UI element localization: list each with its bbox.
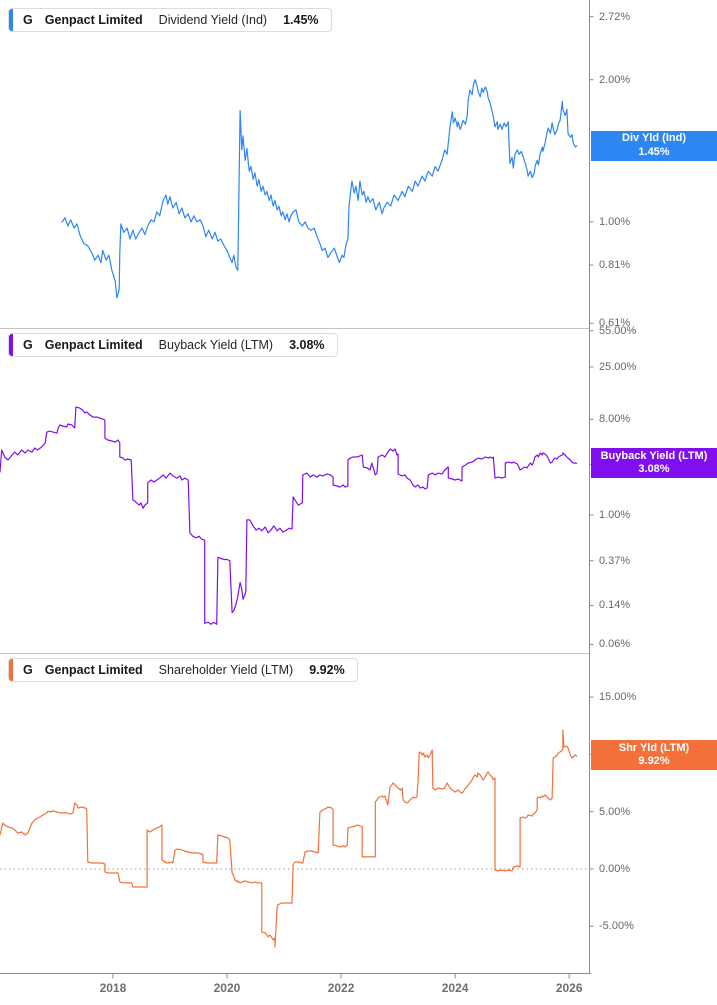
company-name: Genpact Limited xyxy=(44,13,143,27)
dividend-accent-bar xyxy=(9,9,13,31)
shareholder-accent-bar xyxy=(9,659,13,681)
dividend-yield-header[interactable]: G Genpact Limited Dividend Yield (Ind) 1… xyxy=(8,8,332,32)
y-tick-label: -5.00% xyxy=(599,920,634,933)
y-tick-label: 1.00% xyxy=(599,509,631,521)
ticker-symbol: G xyxy=(23,663,33,677)
badge-value: 1.45% xyxy=(638,145,670,158)
badge-value: 3.08% xyxy=(638,463,670,476)
buyback-yield-header[interactable]: G Genpact Limited Buyback Yield (LTM) 3.… xyxy=(8,333,338,357)
y-tick-label: 25.00% xyxy=(599,360,637,373)
metric-name: Dividend Yield (Ind) xyxy=(158,13,268,27)
shareholder-yield-header[interactable]: G Genpact Limited Shareholder Yield (LTM… xyxy=(8,658,358,682)
y-tick-label: 0.14% xyxy=(599,599,631,612)
buyback-accent-bar xyxy=(9,334,13,356)
badge-label: Shr Yld (LTM) xyxy=(618,741,690,754)
ticker-symbol: G xyxy=(23,13,33,27)
metric-value: 3.08% xyxy=(289,338,325,352)
dividend-yield-last-value-badge: Div Yld (Ind) 1.45% xyxy=(591,130,717,161)
y-tick-label: 0.81% xyxy=(599,259,631,272)
company-name: Genpact Limited xyxy=(44,663,143,677)
metric-name: Shareholder Yield (LTM) xyxy=(158,663,294,677)
y-tick-label: 55.00% xyxy=(599,324,637,337)
y-tick-label: 0.00% xyxy=(599,862,631,875)
y-tick-label: 8.00% xyxy=(599,413,631,426)
badge-value: 9.92% xyxy=(638,755,670,768)
ticker-symbol: G xyxy=(23,338,33,352)
metric-value: 9.92% xyxy=(309,663,345,677)
company-name: Genpact Limited xyxy=(44,338,143,352)
badge-label: Div Yld (Ind) xyxy=(622,132,686,145)
y-tick-label: 2.00% xyxy=(599,73,631,86)
shareholder-yield-last-value-badge: Shr Yld (LTM) 9.92% xyxy=(591,740,717,771)
x-tick-label: 2024 xyxy=(441,981,469,995)
shareholder-yield-line[interactable] xyxy=(0,729,578,948)
y-tick-label: 1.00% xyxy=(599,215,631,228)
y-tick-label: 15.00% xyxy=(599,691,637,704)
badge-label: Buyback Yield (LTM) xyxy=(600,449,708,462)
y-tick-label: 0.61% xyxy=(599,317,631,330)
x-tick-label: 2022 xyxy=(327,981,355,995)
buyback-yield-line[interactable] xyxy=(0,406,578,625)
x-tick-label: 2018 xyxy=(99,981,127,995)
y-tick-label: 0.06% xyxy=(599,638,631,651)
metric-name: Buyback Yield (LTM) xyxy=(158,338,274,352)
x-tick-label: 2020 xyxy=(213,981,241,995)
x-tick-label: 2026 xyxy=(555,981,583,995)
dividend-yield-line[interactable] xyxy=(61,79,578,299)
y-tick-label: 5.00% xyxy=(599,805,631,818)
buyback-yield-last-value-badge: Buyback Yield (LTM) 3.08% xyxy=(591,448,717,479)
metric-value: 1.45% xyxy=(283,13,319,27)
y-tick-label: 2.72% xyxy=(599,10,631,23)
y-tick-label: 0.37% xyxy=(599,554,631,567)
